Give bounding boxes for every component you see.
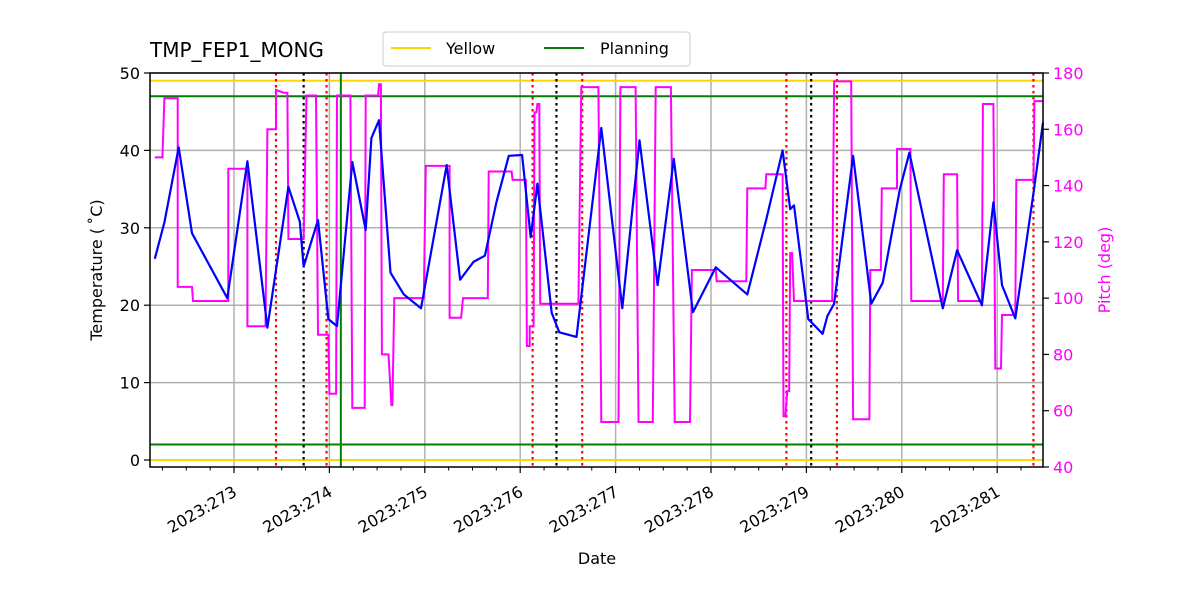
x-tick-label: 2023:279: [737, 482, 813, 537]
temperature-series-line: [153, 119, 1045, 338]
chart-title: TMP_FEP1_MONG: [149, 38, 324, 62]
y-tick-label: 30: [120, 219, 140, 238]
y2-tick-label: 120: [1053, 233, 1084, 252]
x-tick-label: 2023:276: [450, 482, 526, 537]
grid-lines: [150, 72, 1043, 467]
y2-tick-label: 140: [1053, 177, 1084, 196]
data-series: [153, 80, 1045, 423]
x-tick-label: 2023:273: [164, 482, 240, 537]
x-tick-label: 2023:278: [641, 482, 717, 537]
y2-tick-label: 60: [1053, 402, 1073, 421]
y-tick-label: 50: [120, 64, 140, 83]
x-tick-label: 2023:274: [260, 482, 336, 537]
pitch-series-line: [154, 80, 1043, 423]
y-tick-label: 20: [120, 296, 140, 315]
y-tick-label: 0: [130, 451, 140, 470]
y2-tick-label: 100: [1053, 289, 1084, 308]
y2-axis-title: Pitch (deg): [1095, 227, 1114, 314]
y2-tick-label: 80: [1053, 345, 1073, 364]
x-tick-label: 2023:280: [832, 482, 908, 537]
y2-tick-label: 160: [1053, 120, 1084, 139]
legend: Yellow Planning: [382, 31, 691, 67]
y2-tick-label: 40: [1053, 458, 1073, 477]
x-axis-title: Date: [578, 549, 616, 568]
x-tick-label: 2023:281: [927, 482, 1003, 537]
y-axis-title: Temperature ( ˚C): [87, 199, 106, 341]
x-tick-label: 2023:275: [355, 482, 431, 537]
vertical-event-markers: [274, 73, 1035, 467]
y-tick-label: 40: [120, 141, 140, 160]
x-tick-label: 2023:277: [546, 482, 622, 537]
y2-tick-label: 180: [1053, 64, 1084, 83]
limit-lines: [150, 79, 1043, 461]
plot-frame: [149, 72, 1044, 468]
legend-planning-label: Planning: [600, 39, 669, 58]
legend-box: [382, 31, 691, 67]
legend-yellow-label: Yellow: [445, 39, 495, 58]
y-tick-label: 10: [120, 374, 140, 393]
